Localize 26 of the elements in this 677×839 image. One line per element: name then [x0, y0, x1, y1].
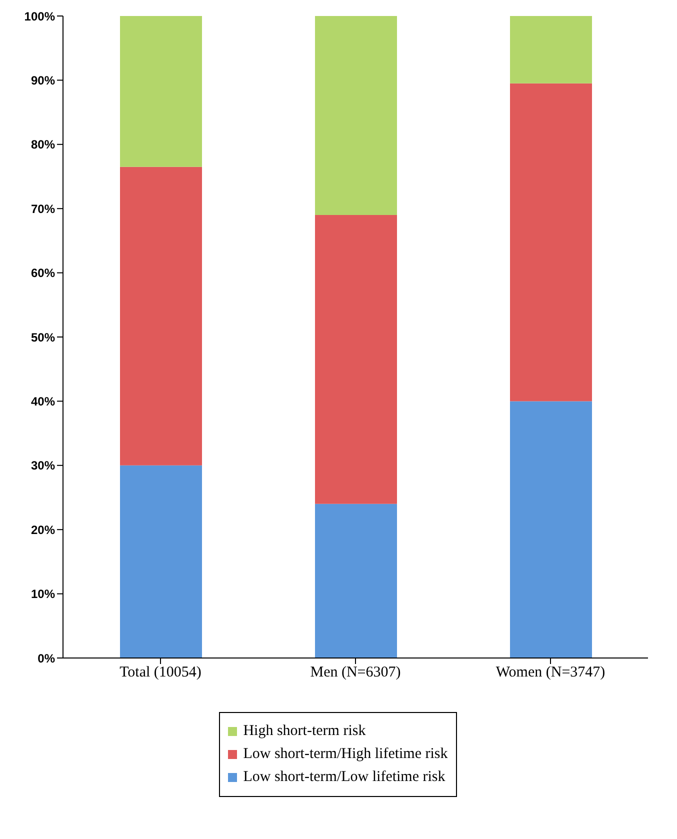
y-tick-label: 60%	[30, 266, 56, 280]
bar	[120, 465, 202, 658]
y-tick-label: 20%	[30, 522, 56, 537]
bar	[315, 504, 397, 658]
bar	[510, 16, 592, 84]
bar	[510, 83, 592, 402]
x-tick-label: Total (10054)	[120, 664, 202, 681]
legend-label: Low short-term/High lifetime risk	[243, 746, 448, 763]
x-tick-label: Men (N=6307)	[310, 664, 401, 681]
bar	[315, 16, 397, 216]
bar	[510, 401, 592, 658]
y-tick-label: 50%	[30, 330, 56, 344]
bar	[315, 215, 397, 504]
bar	[120, 166, 202, 466]
y-tick-label: 40%	[30, 394, 56, 408]
y-tick-label: 80%	[30, 138, 56, 152]
y-tick-label: 10%	[30, 587, 56, 602]
legend-label: High short-term risk	[243, 723, 366, 740]
legend-label: Low short-term/Low lifetime risk	[243, 769, 446, 786]
y-tick-label: 30%	[30, 458, 56, 473]
y-tick-label: 90%	[30, 73, 56, 88]
x-tick-label: Women (N=3747)	[496, 664, 606, 681]
bar	[120, 16, 202, 167]
y-tick-label: 70%	[30, 202, 56, 216]
y-tick-label: 100%	[24, 9, 56, 24]
y-tick-label: 0%	[38, 651, 56, 666]
